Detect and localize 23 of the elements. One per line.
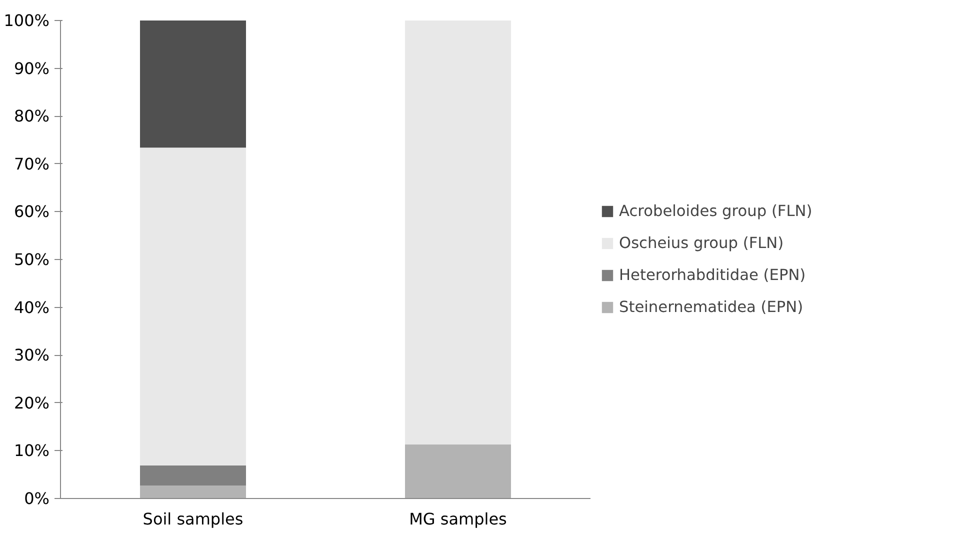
y-tick-label: 0% [24, 489, 50, 508]
legend-label: Acrobeloides group (FLN) [619, 202, 812, 220]
bar [140, 486, 246, 498]
y-tick-label: 90% [14, 58, 50, 78]
bar [140, 148, 246, 466]
bar [405, 444, 511, 498]
x-tick-label: MG samples [409, 510, 507, 528]
bar [405, 20, 511, 444]
y-tick-label: 50% [14, 250, 50, 269]
bar [140, 466, 246, 486]
y-tick-label: 10% [14, 441, 50, 460]
y-tick-label: 70% [14, 154, 50, 174]
y-tick-label: 30% [14, 346, 50, 365]
bar [140, 20, 246, 148]
x-tick-label: Soil samples [142, 510, 244, 528]
y-tick-label: 40% [14, 298, 50, 317]
legend-label: Steinernematidea (EPN) [619, 298, 804, 316]
y-tick-label: 60% [14, 202, 50, 222]
legend-label: Heterorhabditidae (EPN) [619, 266, 806, 284]
y-tick-label: 100% [4, 11, 50, 30]
y-tick-label: 80% [14, 106, 50, 126]
legend-label: Oscheius group (FLN) [619, 234, 784, 252]
y-tick-label: 20% [14, 393, 50, 412]
